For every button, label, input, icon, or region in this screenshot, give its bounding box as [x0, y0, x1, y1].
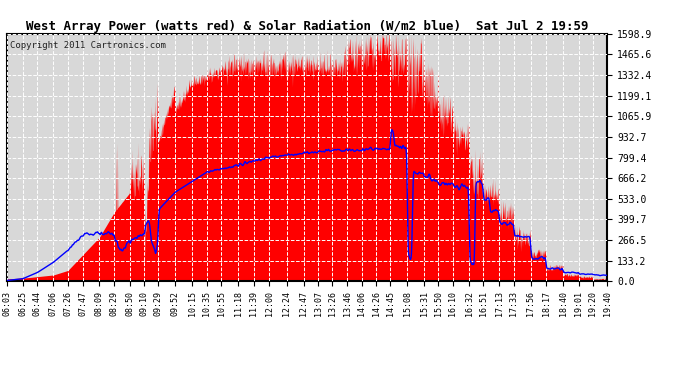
- Title: West Array Power (watts red) & Solar Radiation (W/m2 blue)  Sat Jul 2 19:59: West Array Power (watts red) & Solar Rad…: [26, 20, 589, 33]
- Text: Copyright 2011 Cartronics.com: Copyright 2011 Cartronics.com: [10, 41, 166, 50]
